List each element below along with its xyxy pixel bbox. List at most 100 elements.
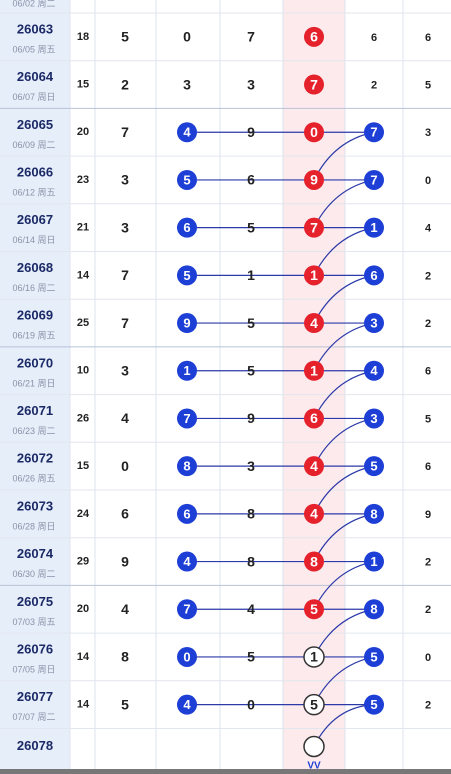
digit: 4 <box>183 554 191 569</box>
ball <box>304 599 324 620</box>
digit: 3 <box>183 76 191 92</box>
digit: 2 <box>371 79 377 91</box>
ball <box>364 313 384 334</box>
date: 06/19 周五 <box>12 331 55 341</box>
ball <box>364 503 384 524</box>
digit: 1 <box>370 554 377 569</box>
digit: 5 <box>310 601 318 617</box>
digit: 4 <box>370 363 378 378</box>
digit: 6 <box>247 172 255 188</box>
date: 06/02 周二 <box>12 0 55 8</box>
date: 06/05 周五 <box>12 44 55 54</box>
digit: 4 <box>310 506 318 522</box>
sum: 18 <box>77 31 89 43</box>
ball <box>304 456 324 477</box>
ball <box>364 169 384 190</box>
digit: 3 <box>121 362 129 378</box>
sum: 14 <box>77 651 90 663</box>
ball <box>304 74 324 95</box>
digit: 7 <box>183 411 190 426</box>
ball <box>177 265 197 286</box>
digit: 7 <box>370 125 377 140</box>
digit: 2 <box>425 604 431 616</box>
ball <box>303 646 325 668</box>
digit: 3 <box>425 127 431 139</box>
ball <box>177 551 197 572</box>
issue: 26075 <box>17 594 53 609</box>
date: 06/26 周五 <box>12 474 55 484</box>
ball <box>304 408 324 429</box>
ball <box>177 694 197 715</box>
ball <box>177 599 197 620</box>
ball <box>364 360 384 381</box>
sum: 20 <box>77 126 89 138</box>
digit: 9 <box>247 410 255 426</box>
digit: 0 <box>425 652 431 664</box>
digit: 7 <box>121 267 129 283</box>
date: 06/09 周二 <box>12 140 55 150</box>
digit: 1 <box>247 267 255 283</box>
issue: 26076 <box>17 642 53 657</box>
digit: 4 <box>183 697 191 712</box>
ball <box>364 646 384 667</box>
digit: 0 <box>121 458 129 474</box>
digit: 2 <box>425 318 431 330</box>
issue: 26068 <box>17 260 53 275</box>
digit: 7 <box>121 315 129 331</box>
digit: 0 <box>310 124 318 140</box>
digit: 5 <box>247 315 255 331</box>
ball <box>177 360 197 381</box>
sum: 14 <box>77 269 90 281</box>
issue: 26077 <box>17 689 53 704</box>
date: 06/12 周五 <box>12 187 55 197</box>
digit: 0 <box>247 696 255 712</box>
digit: 0 <box>183 29 191 45</box>
digit: 9 <box>247 124 255 140</box>
digit: 5 <box>310 696 318 712</box>
sum: 29 <box>77 555 89 567</box>
digit: 7 <box>247 29 255 45</box>
digit: 9 <box>310 172 318 188</box>
issue: 26072 <box>17 451 53 466</box>
ball <box>177 217 197 238</box>
digit: 8 <box>310 553 318 569</box>
digit: 7 <box>310 219 318 235</box>
ball <box>364 265 384 286</box>
digit: 6 <box>425 461 431 473</box>
digit: 2 <box>121 76 129 92</box>
issue: 26069 <box>17 308 53 323</box>
ball <box>364 551 384 572</box>
ball <box>304 503 324 524</box>
bottom-bar <box>0 769 451 774</box>
digit: 6 <box>425 366 431 378</box>
digit: 2 <box>425 270 431 282</box>
ball <box>177 313 197 334</box>
ball <box>177 646 197 667</box>
ball <box>364 217 384 238</box>
sum: 21 <box>77 222 89 234</box>
date: 07/05 周日 <box>12 664 55 674</box>
sum: 10 <box>77 365 89 377</box>
sum: 15 <box>77 460 89 472</box>
digit: 6 <box>310 410 318 426</box>
digit: 6 <box>183 506 190 521</box>
issue: 26065 <box>17 117 53 132</box>
digit: 8 <box>370 506 377 521</box>
issue: 26073 <box>17 498 53 513</box>
ball <box>177 169 197 190</box>
issue: 26070 <box>17 355 53 370</box>
ball <box>177 503 197 524</box>
date: 06/07 周日 <box>12 92 55 102</box>
digit: 5 <box>370 459 377 474</box>
ball <box>303 693 325 716</box>
ball <box>304 551 324 572</box>
digit: 5 <box>425 413 431 425</box>
ball <box>364 694 384 715</box>
issue: 26078 <box>17 738 53 753</box>
digit: 1 <box>370 220 377 235</box>
digit: 9 <box>183 315 190 330</box>
digit: 9 <box>425 509 431 521</box>
ball <box>304 26 324 47</box>
digit: 8 <box>183 459 190 474</box>
